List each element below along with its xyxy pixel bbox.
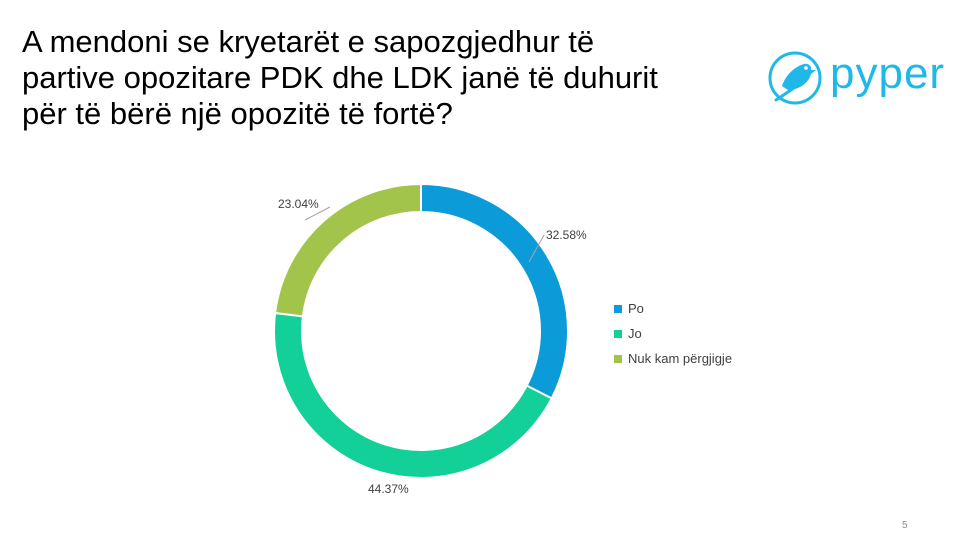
legend-item: Nuk kam përgjigje (614, 346, 732, 371)
leader-line (528, 234, 545, 263)
legend-label: Po (628, 301, 644, 316)
pyper-logo: pyper (768, 48, 958, 112)
data-label: 32.58% (546, 228, 587, 242)
legend-swatch (614, 354, 622, 363)
legend-swatch (614, 304, 622, 313)
slice-po (420, 182, 569, 400)
legend-swatch (614, 329, 622, 338)
chart-legend: Po Jo Nuk kam përgjigje (614, 296, 732, 371)
legend-item: Po (614, 296, 732, 321)
slice-nuk-kam-p-rgjigje (273, 182, 422, 318)
slice-jo (273, 311, 553, 479)
leader-line (304, 206, 331, 221)
data-label: 23.04% (278, 197, 319, 211)
legend-item: Jo (614, 321, 732, 346)
page-number: 5 (902, 520, 908, 531)
legend-label: Jo (628, 326, 642, 341)
logo-text: pyper (830, 49, 946, 98)
slide-title: A mendoni se kryetarët e sapozgjedhur të… (22, 24, 658, 131)
legend-label: Nuk kam përgjigje (628, 351, 733, 366)
bird-icon (768, 51, 822, 105)
data-label: 44.37% (368, 482, 409, 496)
